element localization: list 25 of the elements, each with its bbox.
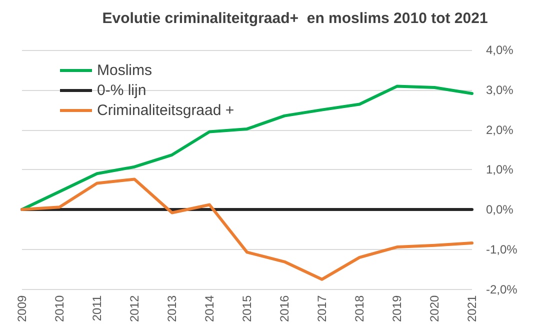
y-tick-label: 2,0%: [486, 122, 514, 137]
x-tick-label: 2009: [15, 294, 29, 322]
y-tick-label: 4,0%: [486, 43, 514, 57]
x-tick-label: 2018: [352, 294, 366, 322]
x-tick-label: 2016: [278, 294, 292, 322]
x-tick-label: 2019: [390, 294, 404, 322]
legend-label: Criminaliteitsgraad +: [97, 102, 234, 119]
x-tick-label: 2015: [240, 294, 254, 322]
x-tick-label: 2011: [90, 294, 104, 322]
x-tick-label: 2010: [52, 294, 66, 322]
x-tick-label: 2020: [428, 294, 442, 322]
legend-label: 0-% lijn: [97, 82, 146, 99]
x-tick-label: 2021: [465, 294, 479, 322]
line-series: [20, 178, 474, 281]
x-tick-label: 2012: [128, 294, 142, 322]
legend-label: Moslims: [97, 62, 152, 79]
x-tick-label: 2017: [315, 294, 329, 322]
chart-title: Evolutie criminaliteitgraad+ en moslims 2010 tot 2021: [102, 10, 488, 27]
x-tick-label: 2014: [202, 294, 216, 322]
y-tick-label: -1,0%: [486, 242, 518, 256]
y-tick-label: 3,0%: [486, 82, 514, 97]
y-tick-label: -2,0%: [486, 282, 518, 296]
y-tick-label: 0,0%: [486, 202, 514, 217]
y-tick-label: 1,0%: [486, 162, 514, 177]
x-tick-label: 2013: [165, 294, 179, 322]
